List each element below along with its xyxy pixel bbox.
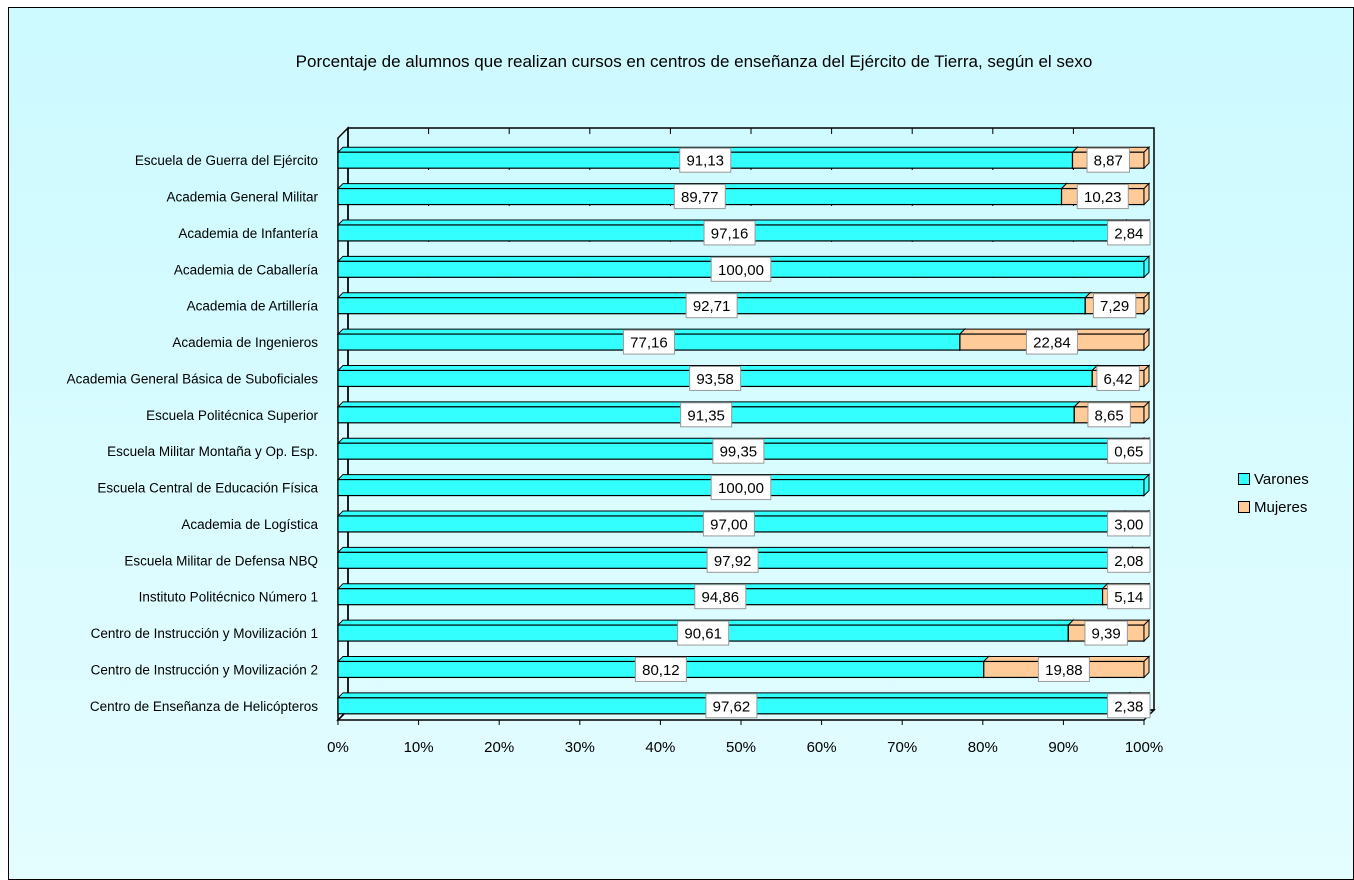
svg-text:7,29: 7,29 (1100, 298, 1129, 315)
data-label-mujeres: 2,38 (1107, 693, 1151, 719)
category-label: Escuela de Guerra del Ejército (135, 153, 318, 168)
data-label-varones: 100,00 (710, 475, 772, 501)
svg-text:0,65: 0,65 (1114, 444, 1143, 461)
svg-text:92,71: 92,71 (693, 298, 731, 315)
category-label: Centro de Instrucción y Movilización 1 (91, 626, 318, 641)
category-label: Escuela Militar Montaña y Op. Esp. (107, 444, 318, 459)
data-label-mujeres: 3,00 (1107, 511, 1151, 537)
category-label: Academia General Básica de Suboficiales (67, 371, 319, 386)
svg-text:94,86: 94,86 (702, 589, 740, 606)
data-label-varones: 97,92 (706, 547, 759, 573)
data-label-mujeres: 10,23 (1076, 184, 1129, 210)
category-label: Instituto Politécnico Número 1 (139, 590, 318, 605)
svg-text:77,16: 77,16 (630, 335, 668, 352)
svg-text:91,35: 91,35 (687, 407, 725, 424)
data-label-varones: 93,58 (689, 365, 742, 391)
data-label-mujeres: 7,29 (1092, 293, 1137, 319)
svg-text:3,00: 3,00 (1114, 516, 1143, 533)
data-label-varones: 90,61 (677, 620, 730, 646)
data-label-varones: 77,16 (622, 329, 675, 355)
svg-text:89,77: 89,77 (681, 189, 719, 206)
svg-text:97,16: 97,16 (711, 225, 749, 242)
svg-text:2,08: 2,08 (1114, 553, 1143, 570)
svg-text:8,65: 8,65 (1095, 407, 1124, 424)
svg-text:8,87: 8,87 (1094, 153, 1123, 170)
svg-text:99,35: 99,35 (720, 444, 758, 461)
data-label-varones: 80,12 (634, 656, 687, 682)
svg-text:19,88: 19,88 (1045, 662, 1083, 679)
x-tick-label: 80% (968, 739, 998, 756)
category-label: Escuela Politécnica Superior (146, 408, 318, 423)
svg-text:2,38: 2,38 (1114, 698, 1143, 715)
legend: Varones Mujeres (1230, 463, 1340, 523)
category-label: Academia de Infantería (178, 226, 318, 241)
data-label-mujeres: 2,08 (1107, 547, 1151, 573)
data-label-varones: 89,77 (673, 184, 726, 210)
category-label: Academia General Militar (166, 190, 318, 205)
svg-text:6,42: 6,42 (1104, 371, 1133, 388)
data-label-mujeres: 0,65 (1107, 438, 1151, 464)
x-tick-label: 10% (404, 739, 434, 756)
x-tick-label: 60% (807, 739, 837, 756)
category-label: Centro de Instrucción y Movilización 2 (91, 662, 318, 677)
svg-text:97,00: 97,00 (710, 516, 748, 533)
data-label-varones: 91,35 (680, 402, 733, 428)
svg-text:97,62: 97,62 (713, 698, 751, 715)
x-tick-label: 0% (327, 739, 349, 756)
svg-text:9,39: 9,39 (1092, 626, 1121, 643)
legend-swatch-mujeres (1238, 501, 1250, 513)
data-label-varones: 94,86 (694, 584, 747, 610)
legend-item-varones: Varones (1238, 471, 1309, 488)
x-tick-label: 30% (565, 739, 595, 756)
data-label-mujeres: 6,42 (1096, 365, 1140, 391)
svg-text:100,00: 100,00 (718, 262, 764, 279)
svg-text:93,58: 93,58 (696, 371, 734, 388)
legend-swatch-varones (1238, 473, 1250, 485)
category-label: Escuela Central de Educación Física (97, 481, 318, 496)
data-label-mujeres: 22,84 (1025, 329, 1078, 355)
x-tick-label: 50% (726, 739, 756, 756)
category-label: Escuela Militar de Defensa NBQ (124, 553, 318, 568)
data-label-varones: 99,35 (712, 438, 765, 464)
x-tick-label: 90% (1048, 739, 1078, 756)
svg-text:2,84: 2,84 (1114, 225, 1143, 242)
svg-text:97,92: 97,92 (714, 553, 752, 570)
category-label: Centro de Enseñanza de Helicópteros (90, 699, 318, 714)
data-label-varones: 91,13 (679, 147, 732, 173)
legend-item-mujeres: Mujeres (1238, 499, 1307, 516)
legend-label-varones: Varones (1254, 471, 1309, 488)
data-label-varones: 100,00 (710, 256, 772, 282)
x-tick-label: 100% (1125, 739, 1163, 756)
data-label-mujeres: 8,65 (1087, 402, 1131, 428)
data-label-varones: 97,16 (703, 220, 756, 246)
data-label-mujeres: 8,87 (1086, 147, 1130, 173)
svg-text:91,13: 91,13 (686, 153, 724, 170)
category-label: Academia de Caballería (174, 262, 319, 277)
svg-text:22,84: 22,84 (1033, 335, 1071, 352)
x-tick-label: 70% (887, 739, 917, 756)
category-label: Academia de Logística (181, 517, 318, 532)
svg-text:10,23: 10,23 (1084, 189, 1122, 206)
svg-text:90,61: 90,61 (684, 626, 722, 643)
data-label-mujeres: 2,84 (1107, 220, 1151, 246)
data-label-varones: 97,62 (705, 693, 758, 719)
svg-text:80,12: 80,12 (642, 662, 680, 679)
svg-text:100,00: 100,00 (718, 480, 764, 497)
data-label-mujeres: 19,88 (1037, 656, 1090, 682)
data-label-varones: 97,00 (702, 511, 755, 537)
category-label: Academia de Artillería (187, 299, 319, 314)
data-label-mujeres: 9,39 (1084, 620, 1128, 646)
legend-label-mujeres: Mujeres (1254, 499, 1308, 516)
x-tick-label: 20% (484, 739, 514, 756)
data-label-mujeres: 5,14 (1107, 584, 1151, 610)
chart-title: Porcentaje de alumnos que realizan curso… (295, 52, 1093, 71)
svg-text:5,14: 5,14 (1114, 589, 1143, 606)
category-label: Academia de Ingenieros (172, 335, 318, 350)
x-tick-label: 40% (645, 739, 675, 756)
data-label-varones: 92,71 (685, 293, 738, 319)
